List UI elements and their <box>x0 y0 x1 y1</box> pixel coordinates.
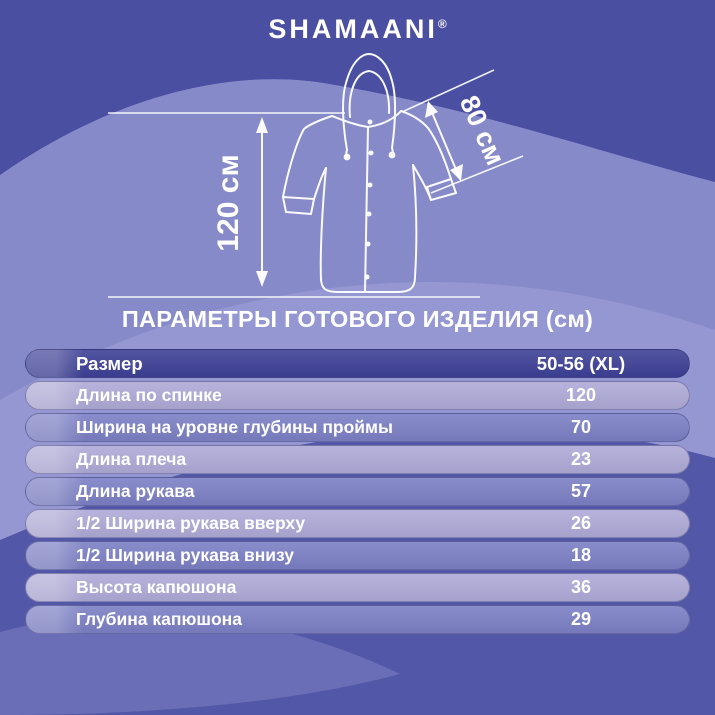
row-label: Длина по спинке <box>76 385 222 405</box>
row-label: Длина плеча <box>76 449 187 469</box>
row-value: 29 <box>570 609 592 629</box>
table-row: 1/2 Ширина рукава вверху 26 <box>25 509 690 538</box>
table-row: Высота капюшона 36 <box>25 573 690 602</box>
row-label: Длина рукава <box>76 481 195 501</box>
header-label: Размер <box>76 353 143 374</box>
brand-name: SHAMAANI <box>268 14 438 44</box>
buttons-and-aglets <box>343 119 396 280</box>
row-label: Ширина на уровне глубины проймы <box>76 417 393 437</box>
row-value: 70 <box>570 417 592 437</box>
sleeve-dimension-label: 80 см <box>454 91 511 169</box>
sleeve-dimension-arrow <box>425 101 463 181</box>
table-row: 1/2 Ширина рукава внизу 18 <box>25 541 690 570</box>
table-row: Ширина на уровне глубины проймы 70 <box>25 413 690 442</box>
brand-logo: SHAMAANI® <box>0 14 715 45</box>
table-row: Глубина капюшона 29 <box>25 605 690 634</box>
row-label: Высота капюшона <box>76 577 237 597</box>
row-label: 1/2 Ширина рукава внизу <box>76 545 295 565</box>
table-header-row: Размер 50-56 (XL) <box>25 349 690 378</box>
row-value: 57 <box>570 481 592 501</box>
row-value: 26 <box>570 513 592 533</box>
length-dimension-label: 120 см <box>212 154 245 251</box>
dimension-guide-lines <box>108 69 524 298</box>
header-value: 50-56 (XL) <box>536 353 626 374</box>
row-value: 23 <box>570 449 592 469</box>
page-title: ПАРАМЕТРЫ ГОТОВОГО ИЗДЕЛИЯ (см) <box>121 306 594 332</box>
raincoat-diagram: 120 см 80 см <box>108 53 524 298</box>
row-value: 18 <box>570 545 592 565</box>
row-value: 36 <box>570 577 592 597</box>
row-value: 120 <box>565 385 597 405</box>
length-dimension-arrow <box>256 117 268 287</box>
trademark-symbol: ® <box>437 17 447 31</box>
row-label: 1/2 Ширина рукава вверху <box>76 513 306 533</box>
raincoat-outline <box>282 53 457 293</box>
row-label: Глубина капюшона <box>76 609 242 629</box>
table-row: Длина плеча 23 <box>25 445 690 474</box>
table-row: Длина по спинке 120 <box>25 381 690 410</box>
parameters-table: Размер 50-56 (XL) Длина по спинке 120 Ши… <box>25 349 690 637</box>
table-row: Длина рукава 57 <box>25 477 690 506</box>
